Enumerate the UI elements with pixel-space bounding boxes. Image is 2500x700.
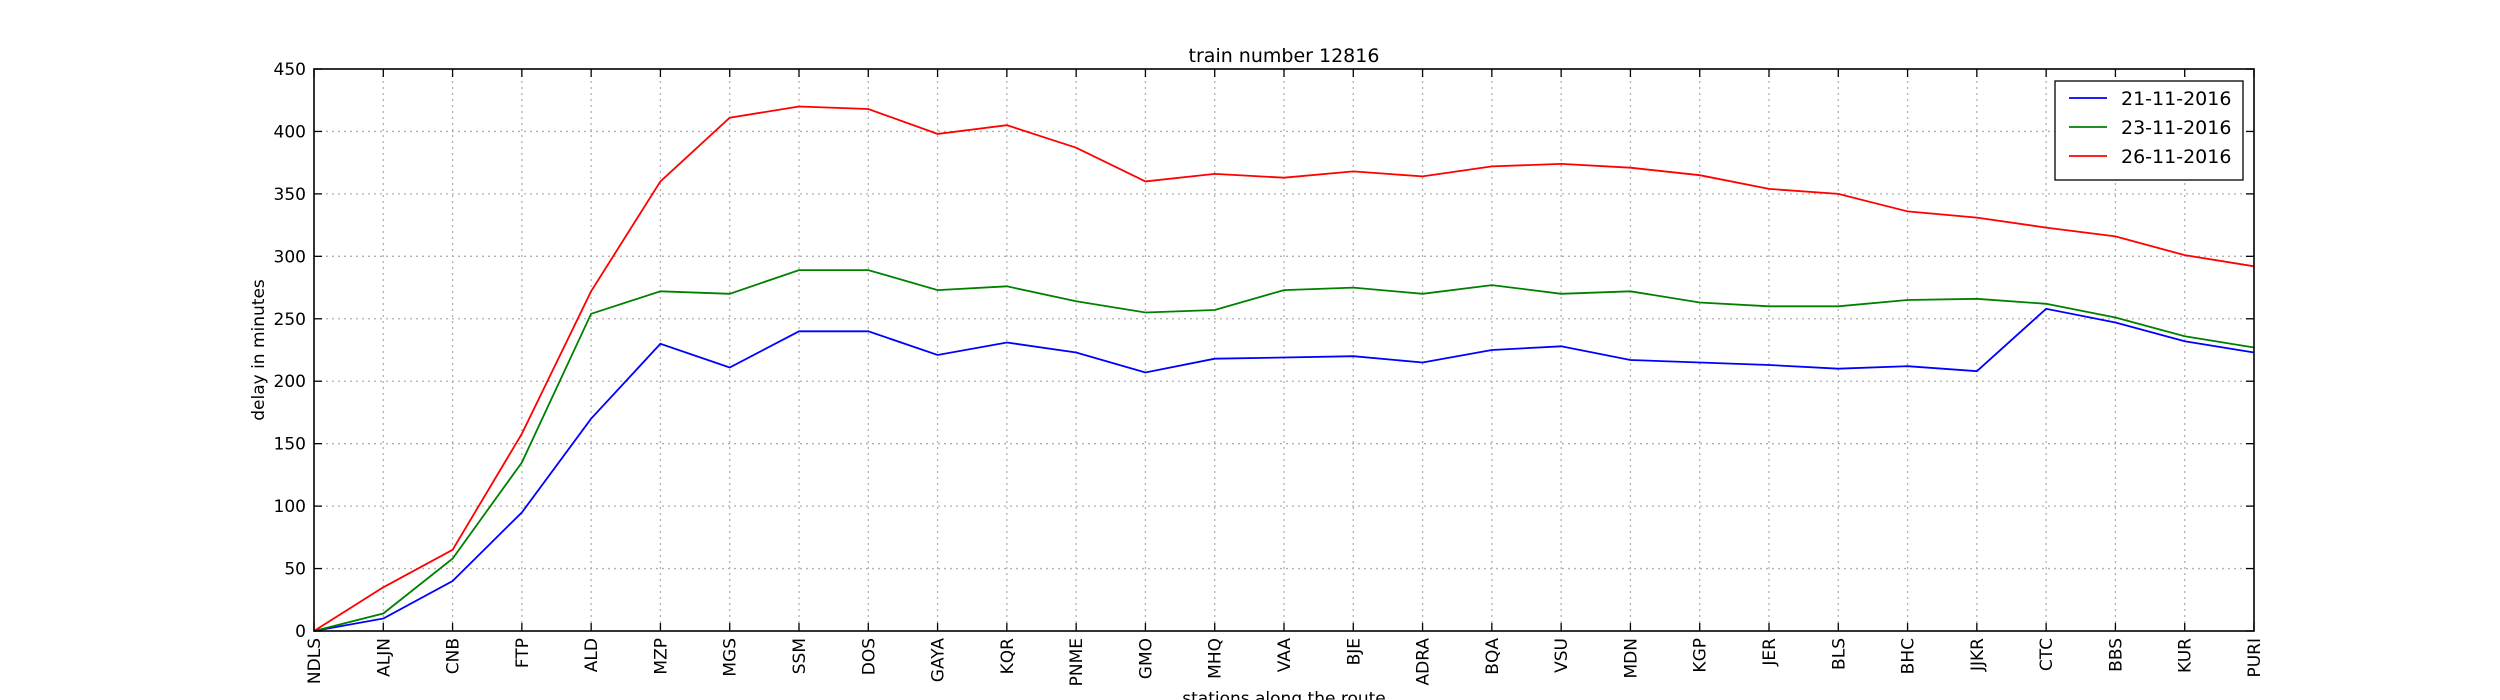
legend-label: 23-11-2016 bbox=[2121, 117, 2231, 139]
grid bbox=[314, 69, 2254, 631]
series-line bbox=[313, 269, 2255, 632]
x-tick-label: GMO bbox=[1136, 638, 1156, 679]
x-tick-label: MDN bbox=[1621, 638, 1641, 678]
y-tick-label: 300 bbox=[274, 247, 306, 267]
x-tick-label: KUR bbox=[2176, 638, 2196, 673]
legend-label: 21-11-2016 bbox=[2121, 88, 2231, 110]
legend-label: 26-11-2016 bbox=[2121, 146, 2231, 168]
x-tick-label: MHQ bbox=[1206, 638, 1226, 679]
y-axis-label: delay in minutes bbox=[249, 279, 269, 421]
x-tick-label: BLS bbox=[1829, 638, 1849, 670]
x-tick-label: SSM bbox=[790, 638, 810, 674]
series-lines bbox=[313, 105, 2255, 632]
legend: 21-11-2016 23-11-2016 26-11-2016 bbox=[2054, 80, 2244, 181]
x-tick-label: BJE bbox=[1344, 638, 1364, 665]
y-tick-label: 350 bbox=[274, 185, 306, 205]
x-tick-label: KGP bbox=[1691, 638, 1711, 673]
series-line bbox=[313, 307, 2255, 632]
x-tick-label: BBS bbox=[2106, 638, 2126, 672]
series-line bbox=[313, 105, 2255, 632]
x-tick-label: PNME bbox=[1067, 638, 1087, 686]
x-tick-label: CTC bbox=[2037, 638, 2057, 671]
y-tick-label: 100 bbox=[274, 497, 306, 517]
y-tick-label: 0 bbox=[295, 622, 306, 642]
x-tick-label: MGS bbox=[721, 638, 741, 677]
x-tick-label: KQR bbox=[998, 638, 1018, 675]
y-tick-label: 450 bbox=[274, 60, 306, 80]
y-tick-label: 150 bbox=[274, 435, 306, 455]
chart-title: train number 12816 bbox=[1189, 45, 1380, 67]
x-tick-label: VSU bbox=[1552, 638, 1572, 673]
y-tick-label: 50 bbox=[284, 560, 306, 580]
x-tick-label: GAYA bbox=[929, 638, 949, 683]
y-tick-label: 400 bbox=[274, 122, 306, 142]
x-axis-label: stations along the route bbox=[1182, 689, 1386, 700]
x-tick-label: JER bbox=[1760, 638, 1780, 667]
axis-ticks: 0 50 100 150 200 250 300 350 400 450 NDLS ALJN CNB FT… bbox=[274, 60, 2265, 686]
x-tick-label: CNB bbox=[444, 638, 464, 674]
x-tick-label: PURI bbox=[2245, 638, 2265, 678]
x-tick-label: VAA bbox=[1275, 638, 1295, 673]
y-tick-label: 250 bbox=[274, 310, 306, 330]
x-tick-label: ALJN bbox=[374, 638, 394, 677]
x-tick-label: BQA bbox=[1483, 638, 1503, 675]
x-tick-label: ALD bbox=[582, 638, 602, 672]
x-tick-label: MZP bbox=[651, 638, 671, 675]
x-tick-label: BHC bbox=[1899, 638, 1919, 674]
x-tick-label: FTP bbox=[513, 638, 533, 668]
x-tick-label: DOS bbox=[859, 638, 879, 675]
x-tick-label: JJKR bbox=[1968, 638, 1988, 672]
x-tick-label: ADRA bbox=[1414, 638, 1434, 686]
x-tick-label: NDLS bbox=[305, 638, 325, 684]
y-tick-label: 200 bbox=[274, 372, 306, 392]
